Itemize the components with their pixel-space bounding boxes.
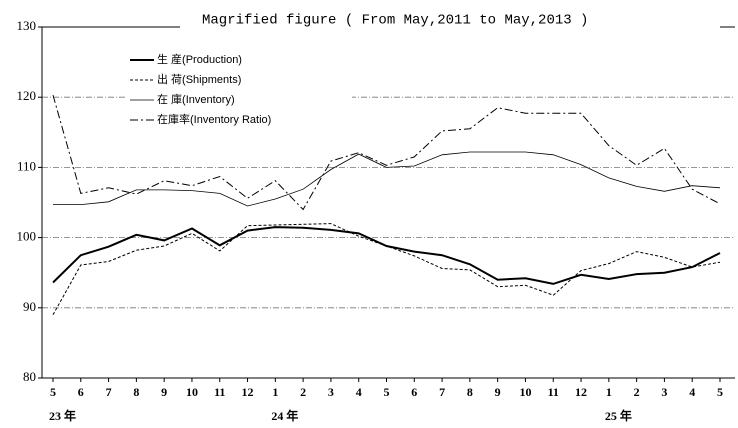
x-tick-label: 4: [356, 385, 362, 399]
x-tick-label: 3: [328, 385, 334, 399]
x-tick-label: 6: [78, 385, 84, 399]
legend-label: 出 荷(Shipments): [157, 72, 241, 86]
x-tick-label: 10: [519, 385, 531, 399]
series-line: [52, 223, 721, 316]
x-tick-label: 6: [411, 385, 417, 399]
legend-label: 在庫率(Inventory Ratio): [157, 112, 271, 126]
x-tick-label: 12: [242, 385, 254, 399]
y-tick-label: 80: [23, 369, 36, 384]
x-tick-label: 11: [548, 385, 559, 399]
x-group-label: 24 年: [271, 408, 298, 423]
legend-label: 在 庫(Inventory): [157, 92, 235, 106]
x-group-label: 23 年: [49, 408, 76, 423]
y-tick-label: 130: [17, 18, 37, 33]
chart-title: Magrified figure ( From May,2011 to May,…: [202, 13, 588, 29]
legend-label: 生 産(Production): [157, 52, 242, 66]
x-tick-label: 5: [384, 385, 390, 399]
x-tick-label: 12: [575, 385, 587, 399]
y-tick-label: 120: [17, 88, 37, 103]
x-tick-label: 11: [214, 385, 225, 399]
x-tick-label: 1: [272, 385, 278, 399]
x-tick-label: 3: [661, 385, 667, 399]
x-tick-label: 2: [300, 385, 306, 399]
x-tick-label: 10: [186, 385, 198, 399]
series-line: [52, 94, 721, 211]
x-tick-label: 5: [717, 385, 723, 399]
x-group-label: 25 年: [605, 408, 632, 423]
legend-bg: [126, 48, 352, 132]
y-tick-label: 110: [17, 158, 36, 173]
x-tick-label: 5: [50, 385, 56, 399]
x-tick-label: 9: [495, 385, 501, 399]
x-tick-label: 8: [133, 385, 139, 399]
x-tick-label: 9: [161, 385, 167, 399]
title-bg: [180, 12, 720, 34]
x-tick-label: 4: [689, 385, 695, 399]
series-line: [53, 151, 721, 207]
x-tick-label: 7: [106, 385, 112, 399]
x-tick-label: 8: [467, 385, 473, 399]
y-tick-label: 90: [23, 299, 36, 314]
x-tick-label: 2: [634, 385, 640, 399]
y-tick-label: 100: [17, 229, 37, 244]
x-tick-label: 1: [606, 385, 612, 399]
x-tick-label: 7: [439, 385, 445, 399]
